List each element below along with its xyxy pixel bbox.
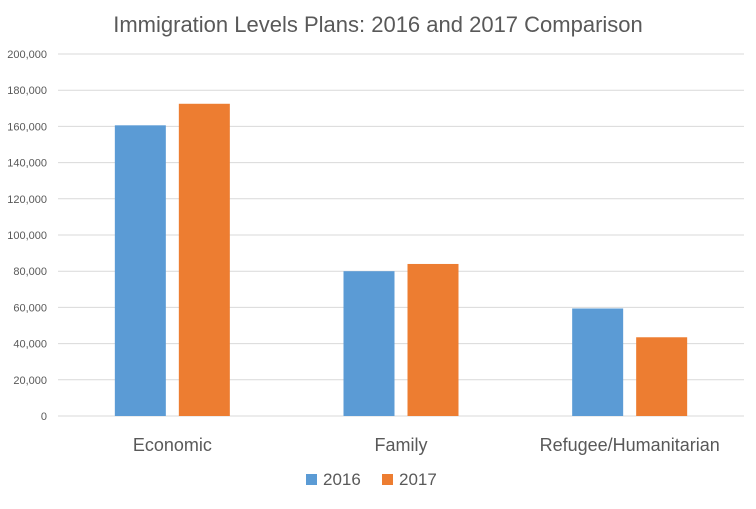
legend-label: 2016 (323, 470, 361, 489)
bars (114, 103, 688, 417)
chart-title: Immigration Levels Plans: 2016 and 2017 … (113, 12, 643, 37)
y-tick-label: 0 (41, 411, 47, 423)
y-tick-label: 80,000 (13, 266, 47, 278)
y-tick-label: 40,000 (13, 339, 47, 351)
bar-2016-family (343, 271, 395, 416)
x-axis-categories: Economic Family Refugee/Humanitarian (133, 435, 720, 455)
x-category-label: Economic (133, 435, 212, 455)
bar-2016-economic (114, 125, 166, 417)
gridlines (58, 53, 744, 417)
legend-swatch (382, 474, 393, 485)
y-axis-ticks: 0 20,000 40,000 60,000 80,000 100,000 120,000 1… (7, 49, 47, 423)
x-category-label: Refugee/Humanitarian (540, 435, 720, 455)
legend: 2016 2017 (306, 470, 437, 489)
y-tick-label: 120,000 (7, 194, 47, 206)
bar-2016-refugee-humanitarian (572, 308, 624, 416)
y-tick-label: 100,000 (7, 230, 47, 242)
y-tick-label: 140,000 (7, 158, 47, 170)
bar-2017-economic (178, 103, 230, 417)
x-category-label: Family (375, 435, 428, 455)
bar-2017-refugee-humanitarian (636, 337, 688, 416)
bar-2017-family (407, 263, 459, 416)
legend-swatch (306, 474, 317, 485)
legend-label: 2017 (399, 470, 437, 489)
y-tick-label: 20,000 (13, 375, 47, 387)
y-tick-label: 200,000 (7, 49, 47, 61)
y-tick-label: 180,000 (7, 85, 47, 97)
y-tick-label: 60,000 (13, 302, 47, 314)
y-tick-label: 160,000 (7, 121, 47, 133)
